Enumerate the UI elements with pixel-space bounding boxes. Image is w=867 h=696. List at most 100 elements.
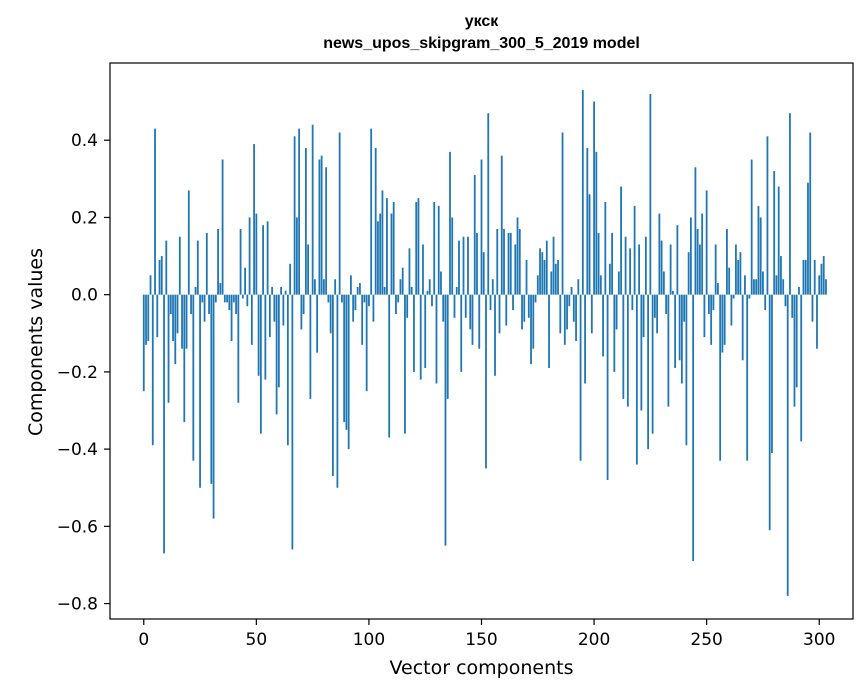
- bar: [151, 294, 154, 446]
- bar: [795, 294, 798, 388]
- bar: [545, 240, 548, 295]
- bar: [656, 294, 659, 334]
- bar: [446, 294, 449, 399]
- bar: [480, 159, 483, 295]
- bar: [714, 244, 717, 295]
- bar: [800, 294, 803, 442]
- y-axis-ticks: −0.8 −0.6 −0.4 −0.2 0.0 0.2 0.4: [57, 131, 110, 615]
- bar: [539, 248, 541, 295]
- bar: [266, 221, 269, 295]
- bar: [771, 294, 773, 453]
- bar: [563, 294, 566, 345]
- bar: [593, 101, 595, 295]
- bar: [199, 294, 201, 488]
- bar: [298, 128, 301, 295]
- bar: [437, 205, 440, 295]
- bar: [329, 294, 332, 334]
- bar: [708, 294, 710, 314]
- bar: [415, 202, 418, 295]
- bar: [735, 244, 737, 295]
- bar: [469, 294, 472, 330]
- bar: [419, 294, 422, 380]
- bar: [390, 213, 393, 295]
- x-axis-ticks: 0 50 100 150 200 250 300: [138, 619, 835, 650]
- bar: [748, 294, 751, 299]
- bar: [786, 294, 789, 596]
- bar: [640, 294, 643, 411]
- bar: [248, 217, 251, 295]
- bar: [370, 128, 373, 295]
- x-tick-label: 250: [690, 630, 722, 650]
- bar: [464, 294, 467, 318]
- bar: [525, 259, 528, 295]
- bar: [458, 240, 460, 295]
- bar: [651, 294, 654, 434]
- bar: [784, 294, 787, 307]
- bar: [408, 248, 411, 295]
- bar: [359, 283, 361, 295]
- bar: [669, 244, 672, 295]
- bar: [392, 202, 395, 295]
- x-tick-label: 200: [578, 630, 610, 650]
- bar: [451, 217, 454, 295]
- bar: [746, 294, 749, 461]
- bar: [295, 217, 298, 295]
- bar: [505, 294, 508, 326]
- bar: [642, 294, 645, 338]
- bar: [629, 248, 631, 295]
- bar: [606, 294, 609, 480]
- bar: [232, 294, 235, 303]
- bar: [717, 283, 719, 295]
- y-tick-label: 0.2: [71, 208, 98, 228]
- bar: [307, 244, 310, 295]
- bar: [581, 90, 584, 295]
- bar: [320, 155, 323, 295]
- bar: [559, 294, 562, 334]
- bar: [219, 283, 222, 295]
- bar: [615, 294, 618, 330]
- bar: [523, 294, 526, 322]
- bar: [536, 275, 539, 295]
- bar: [264, 294, 267, 380]
- bar: [374, 147, 377, 295]
- bar: [149, 275, 152, 295]
- bar: [343, 294, 346, 423]
- bar: [802, 259, 805, 295]
- bar: [460, 294, 463, 372]
- bar: [449, 151, 451, 295]
- bar: [354, 294, 357, 311]
- bar: [516, 217, 519, 295]
- bar: [341, 294, 343, 303]
- bar: [275, 294, 278, 415]
- bar: [223, 294, 226, 303]
- bar: [584, 294, 586, 384]
- bar: [811, 294, 814, 322]
- bar: [476, 232, 478, 295]
- bar: [181, 294, 183, 349]
- bar: [532, 294, 535, 349]
- bar: [638, 244, 641, 295]
- bar: [397, 294, 400, 303]
- bar: [500, 155, 503, 295]
- bar: [462, 236, 465, 295]
- bar: [217, 229, 219, 295]
- bar: [485, 294, 487, 469]
- bar: [741, 294, 744, 361]
- bar: [291, 294, 294, 550]
- bar: [379, 213, 382, 295]
- bar: [595, 151, 598, 295]
- bar: [406, 294, 409, 318]
- bar: [658, 213, 661, 295]
- bar: [142, 294, 145, 392]
- bar: [683, 294, 686, 322]
- bar: [534, 294, 537, 303]
- y-tick-label: 0.0: [71, 286, 98, 306]
- bar: [194, 286, 197, 295]
- bar: [268, 294, 271, 338]
- bar: [816, 294, 818, 349]
- bar: [410, 286, 413, 295]
- bar: [273, 294, 276, 322]
- bar: [214, 294, 217, 303]
- bar: [304, 147, 307, 295]
